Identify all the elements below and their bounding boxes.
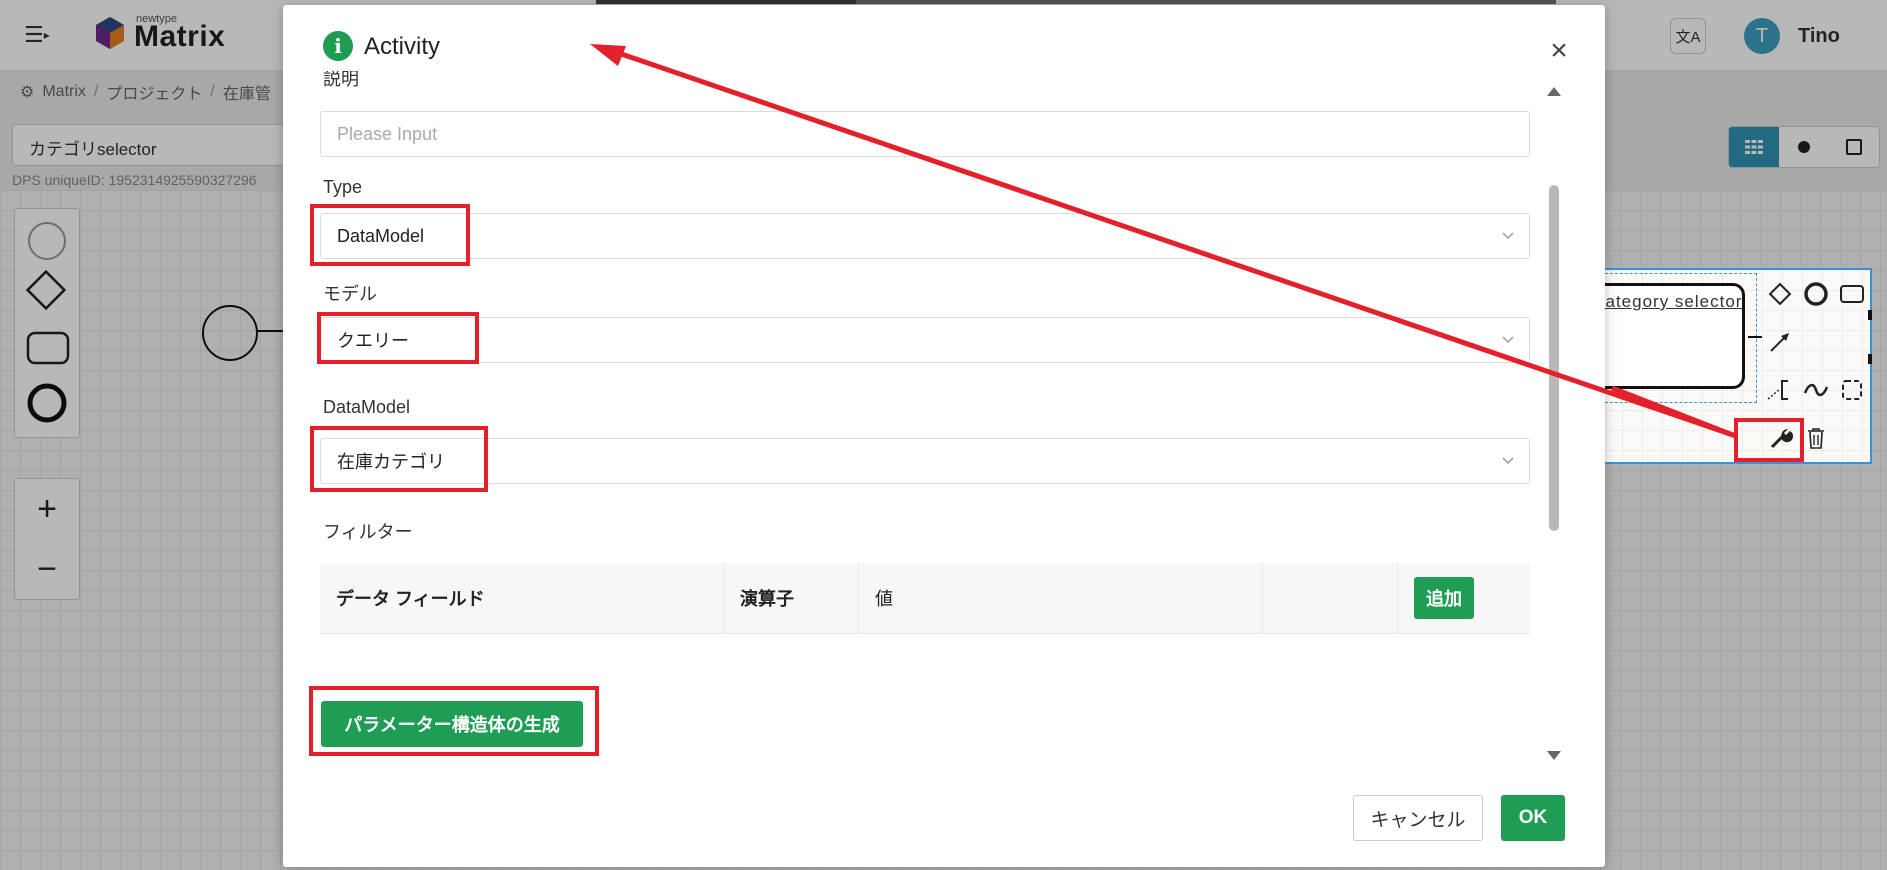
description-label: 説明: [323, 71, 359, 89]
task-shape[interactable]: category selector: [1585, 283, 1745, 389]
zoom-in-button[interactable]: +: [37, 489, 57, 528]
element-palette: [14, 208, 80, 438]
cancel-button[interactable]: キャンセル: [1353, 795, 1483, 841]
filter-label: フィルター: [323, 522, 413, 542]
unique-id-label: DPS uniqueID:: [12, 172, 105, 188]
generate-parameter-struct-button[interactable]: パラメーター構造体の生成: [321, 701, 583, 747]
dialog-title: Activity: [364, 33, 441, 60]
model-label: モデル: [323, 284, 377, 304]
tab-indicator: [596, 0, 856, 4]
sequence-flow: [1748, 336, 1762, 338]
square-icon: [1846, 139, 1862, 155]
type-select[interactable]: DataModel: [320, 213, 1530, 259]
breadcrumb-item[interactable]: Matrix: [42, 83, 86, 100]
logo-icon: [96, 17, 124, 49]
unique-id-value: 1952314925590327296: [108, 172, 257, 188]
end-event-icon[interactable]: [27, 383, 67, 423]
circle-icon[interactable]: [1802, 280, 1830, 308]
user-name[interactable]: Tino: [1798, 25, 1840, 47]
column-header-value: 値: [859, 563, 1263, 633]
wave-icon[interactable]: [1802, 376, 1830, 404]
column-header-field: データ フィールド: [320, 563, 724, 633]
avatar[interactable]: T: [1744, 18, 1780, 54]
datamodel-select-value: 在庫カテゴリ: [337, 452, 445, 472]
start-event-shape[interactable]: [202, 305, 258, 361]
sequence-flow[interactable]: [256, 330, 286, 332]
model-select-value: クエリー: [337, 331, 409, 351]
filter-table-header: データ フィールド 演算子 値 追加: [320, 563, 1530, 634]
zoom-controls: + −: [14, 478, 80, 600]
chevron-down-icon: [1502, 457, 1514, 465]
grid-view-button[interactable]: [1729, 127, 1779, 167]
start-event-icon[interactable]: [28, 222, 66, 260]
column-header-operator: 演算子: [724, 563, 859, 633]
tab-indicator: [856, 0, 1556, 4]
breadcrumb-separator: /: [210, 83, 215, 100]
diamond-icon[interactable]: [1766, 280, 1794, 308]
square-icon[interactable]: [1838, 280, 1866, 308]
breadcrumb-icon: ⚙: [20, 84, 35, 101]
scroll-up-icon[interactable]: [1547, 87, 1561, 96]
task-icon[interactable]: [26, 331, 70, 365]
wrench-icon[interactable]: [1767, 424, 1795, 452]
breadcrumb-item[interactable]: 在庫管: [222, 86, 271, 103]
column-header-empty: [1263, 563, 1398, 633]
diagram-name-field[interactable]: カテゴリselector: [12, 124, 302, 166]
datamodel-select[interactable]: 在庫カテゴリ: [320, 438, 1530, 484]
activity-dialog: i Activity × 説明 Please Input Type DataMo…: [283, 5, 1605, 867]
scrollbar-thumb[interactable]: [1549, 185, 1559, 531]
logo-text: Matrix: [134, 20, 226, 53]
view-toggle: [1728, 126, 1880, 168]
unique-id: DPS uniqueID: 1952314925590327296: [12, 172, 257, 188]
type-select-value: DataModel: [337, 225, 425, 246]
task-label: category selector: [1596, 292, 1743, 311]
add-filter-button[interactable]: 追加: [1414, 577, 1474, 619]
chevron-down-icon: [1502, 336, 1514, 344]
dot-icon: [1798, 141, 1810, 153]
type-label: Type: [323, 177, 363, 197]
description-placeholder: Please Input: [337, 123, 438, 144]
gateway-icon[interactable]: [25, 269, 67, 311]
model-select[interactable]: クエリー: [320, 317, 1530, 363]
connect-arrow-icon[interactable]: [1766, 328, 1794, 356]
dot-view-button[interactable]: [1779, 127, 1829, 167]
ok-button[interactable]: OK: [1501, 795, 1565, 841]
grid-icon: [1745, 140, 1763, 154]
breadcrumb-separator: /: [93, 83, 99, 100]
trash-icon[interactable]: [1802, 424, 1830, 452]
box-view-button[interactable]: [1829, 127, 1879, 167]
info-icon: i: [323, 31, 353, 61]
breadcrumb: ⚙ Matrix / プロジェクト / 在庫管: [20, 80, 271, 104]
highlight-box: [309, 686, 599, 756]
highlight-box: [310, 426, 488, 492]
highlight-box: [310, 204, 470, 266]
resize-handle: [1868, 354, 1872, 364]
scroll-down-icon[interactable]: [1547, 751, 1561, 760]
description-input[interactable]: Please Input: [320, 111, 1530, 157]
highlight-box: [317, 312, 479, 364]
menu-icon[interactable]: ☰ ▸: [24, 22, 50, 47]
datamodel-label: DataModel: [323, 397, 411, 417]
logo-subtitle: newtype: [136, 13, 177, 25]
highlight-box: [1734, 418, 1804, 462]
dialog-body[interactable]: 説明 Please Input Type DataModel モデル クエリー …: [283, 71, 1605, 771]
chevron-down-icon: [1502, 232, 1514, 240]
column-header-actions: 追加: [1398, 563, 1530, 633]
annotation-icon[interactable]: [1766, 376, 1794, 404]
resize-handle: [1868, 310, 1872, 320]
close-icon[interactable]: ×: [1550, 34, 1568, 67]
breadcrumb-item[interactable]: プロジェクト: [106, 86, 203, 103]
zoom-out-button[interactable]: −: [37, 549, 57, 588]
translate-icon[interactable]: 文A: [1670, 18, 1706, 54]
